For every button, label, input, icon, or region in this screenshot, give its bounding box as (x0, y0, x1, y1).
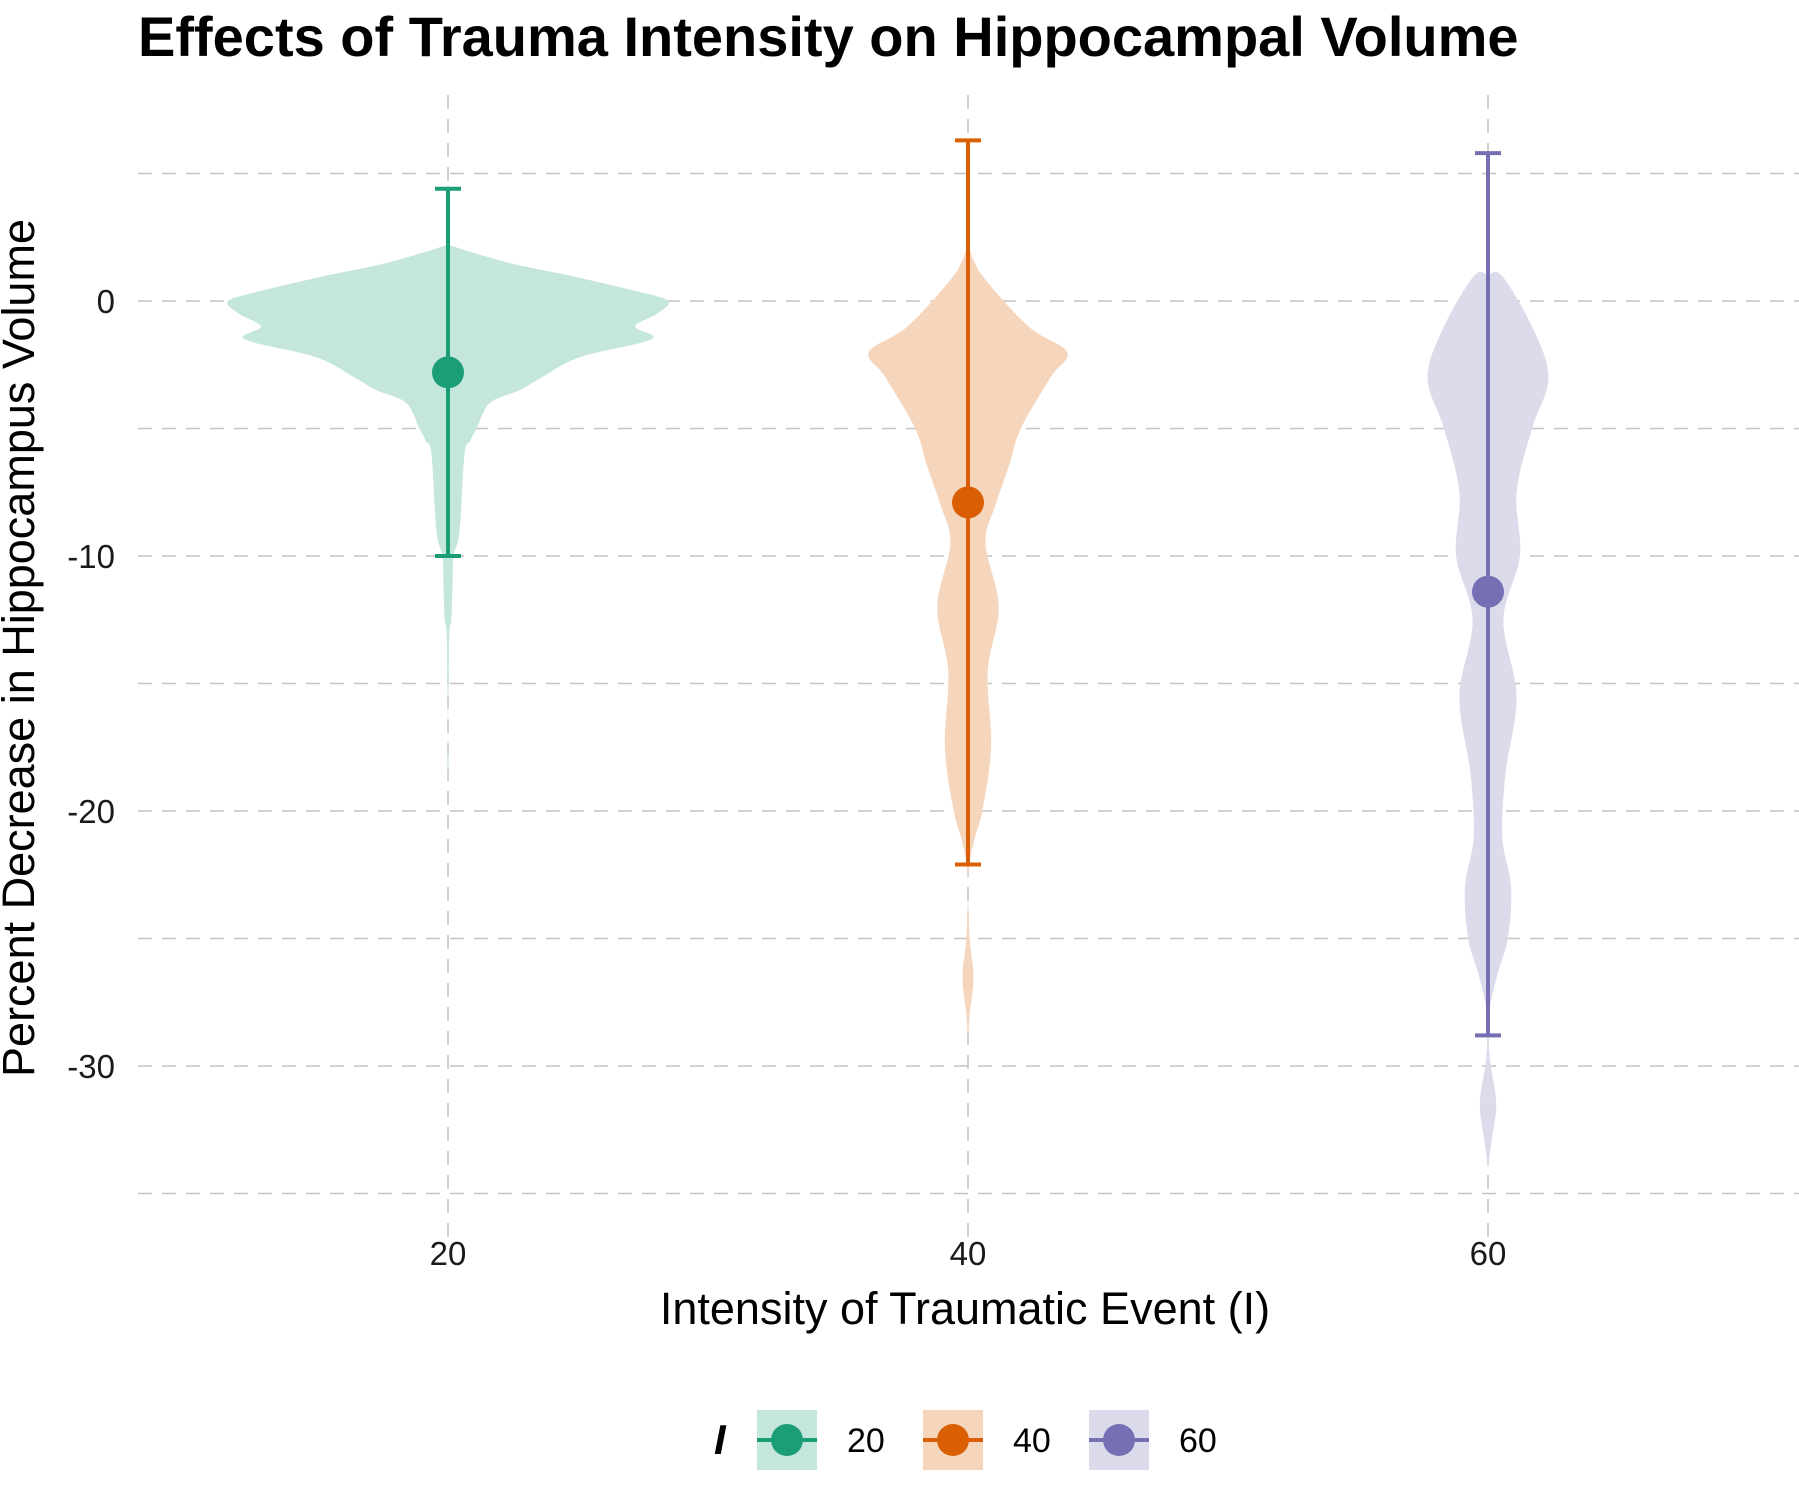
mean-point-40 (952, 486, 984, 519)
y-tick-label: -30 (67, 1048, 115, 1085)
y-tick-label: 0 (97, 283, 115, 320)
y-tick-label: -10 (67, 538, 115, 575)
legend-item-40: 40 (923, 1410, 1051, 1470)
legend-item-60: 60 (1089, 1410, 1217, 1470)
legend-marker (1103, 1424, 1135, 1456)
x-tick-label: 60 (1470, 1235, 1507, 1272)
mean-point-20 (432, 356, 464, 389)
legend-item-20: 20 (757, 1410, 885, 1470)
legend-marker (937, 1424, 969, 1456)
chart-title: Effects of Trauma Intensity on Hippocamp… (138, 5, 1519, 68)
y-tick-label: -20 (67, 793, 115, 830)
x-tick-label: 20 (430, 1235, 467, 1272)
x-axis-title: Intensity of Traumatic Event (I) (660, 1283, 1270, 1334)
legend: I 20 40 60 (714, 1410, 1217, 1470)
y-axis-title: Percent Decrease in Hippocampus Volume (0, 219, 44, 1077)
legend-label: 20 (847, 1422, 885, 1460)
legend-label: 60 (1179, 1422, 1217, 1460)
axis-ticks: 0 -10 -20 -30 20 40 60 (67, 283, 1506, 1272)
legend-title: I (714, 1416, 727, 1463)
legend-label: 40 (1013, 1422, 1051, 1460)
x-tick-label: 40 (950, 1235, 987, 1272)
mean-point-60 (1472, 575, 1504, 608)
legend-marker (771, 1424, 803, 1456)
error-bars (432, 138, 1504, 1038)
violins (227, 244, 1549, 1172)
